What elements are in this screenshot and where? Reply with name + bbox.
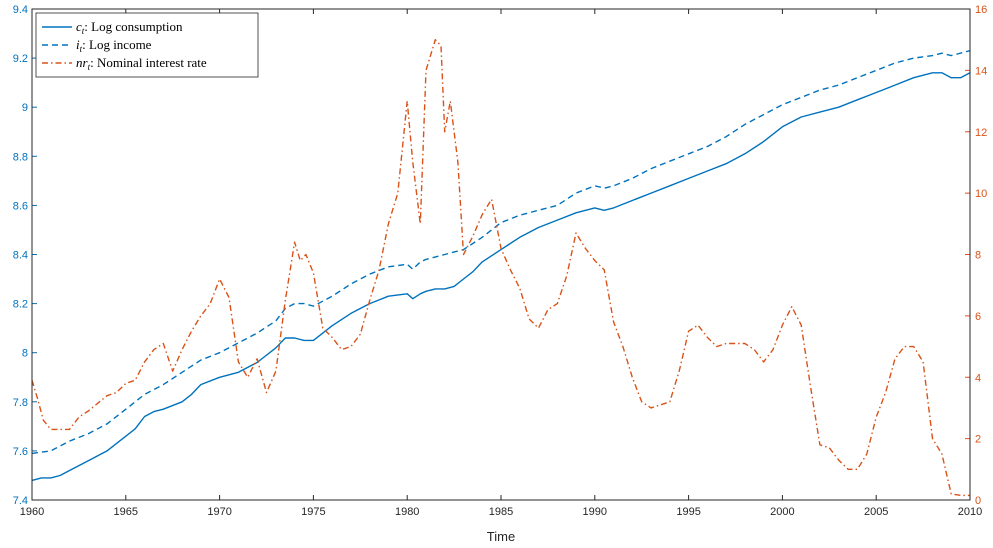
plot-frame — [31, 8, 971, 501]
right-tick-label: 16 — [975, 4, 987, 16]
series-line-1 — [31, 50, 971, 455]
legend-entry: ct: Log consumption — [76, 19, 183, 36]
x-axis-label: Time — [487, 529, 515, 544]
right-tick-label: 14 — [975, 65, 987, 77]
legend-entry: it: Log income — [76, 37, 152, 54]
left-tick-label: 7.4 — [13, 495, 28, 507]
legend-symbol: c — [76, 19, 82, 34]
legend-symbol: nr — [76, 55, 89, 70]
legend-text: : Nominal interest rate — [90, 55, 207, 70]
x-tick-label: 1965 — [114, 506, 138, 518]
x-axis: 1960 1965 1970 1975 1980 1985 1990 1995 2000 2005… — [20, 9, 982, 518]
legend-symbol: i — [76, 37, 80, 52]
left-axis: 7.4 7.6 7.8 8 8.2 8.4 8.6 8.8 9 9.2 9.4 — [13, 4, 37, 507]
legend-text: : Log consumption — [84, 19, 183, 34]
x-tick-label: 1980 — [395, 506, 419, 518]
left-tick-label: 8.4 — [13, 250, 28, 262]
right-tick-label: 10 — [975, 188, 987, 200]
x-tick-label: 1990 — [583, 506, 607, 518]
right-tick-label: 12 — [975, 127, 987, 139]
x-tick-label: 1960 — [20, 506, 44, 518]
legend-entry: nrt: Nominal interest rate — [76, 55, 207, 72]
x-tick-label: 1970 — [207, 506, 231, 518]
right-tick-label: 4 — [975, 372, 981, 384]
series-line-2 — [31, 39, 970, 497]
left-tick-label: 9 — [22, 102, 28, 114]
plot-area — [31, 39, 971, 497]
left-tick-label: 8.6 — [13, 200, 28, 212]
legend-box — [35, 12, 259, 78]
right-tick-label: 0 — [975, 495, 981, 507]
right-tick-label: 6 — [975, 311, 981, 323]
legend-subscript: t — [80, 44, 83, 54]
right-axis: 0 2 4 6 8 10 12 14 16 — [965, 4, 987, 507]
legend-text: : Log income — [82, 37, 152, 52]
x-tick-label: 1975 — [301, 506, 325, 518]
x-tick-label: 2000 — [770, 506, 794, 518]
legend-subscript: t — [88, 62, 91, 72]
x-tick-label: 2010 — [958, 506, 982, 518]
right-tick-label: 8 — [975, 250, 981, 262]
right-tick-label: 2 — [975, 434, 981, 446]
left-tick-label: 8 — [22, 348, 28, 360]
left-tick-label: 9.4 — [13, 4, 28, 16]
left-tick-label: 7.8 — [13, 397, 28, 409]
left-tick-label: 9.2 — [13, 53, 28, 65]
x-tick-label: 2005 — [864, 506, 888, 518]
left-tick-label: 8.8 — [13, 151, 28, 163]
series-line-0 — [31, 72, 971, 482]
x-tick-label: 1995 — [676, 506, 700, 518]
left-tick-label: 8.2 — [13, 299, 28, 311]
legend-subscript: t — [82, 26, 85, 36]
x-tick-label: 1985 — [489, 506, 513, 518]
left-tick-label: 7.6 — [13, 446, 28, 458]
